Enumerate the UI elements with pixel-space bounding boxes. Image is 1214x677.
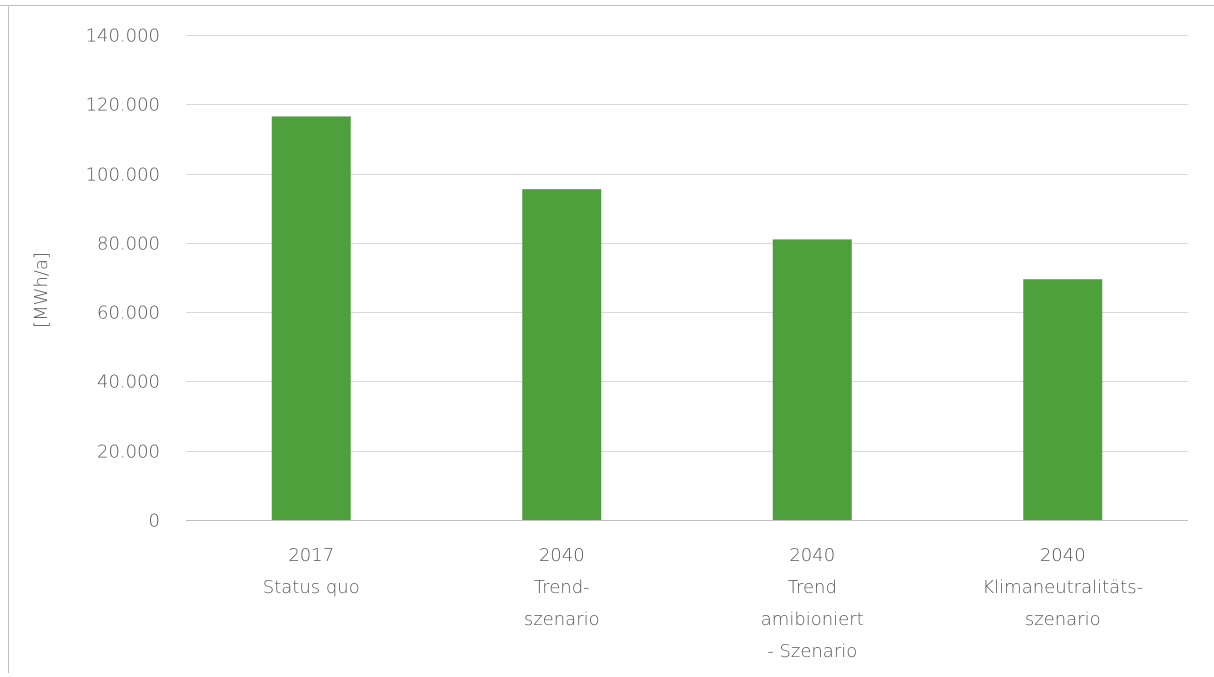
category-labels: 2017 Status quo 2040 Trend-szenario 2040 Tren…: [263, 545, 1143, 662]
bars: [271, 116, 1103, 521]
y-tick-label: 100.000: [86, 165, 160, 186]
category-label: 2040 Trend amibioniert - Szenario: [761, 545, 864, 662]
bar: [271, 116, 351, 521]
y-tick-labels: 0 20.000 40.000 60.000 80.000 100.000 120.000 1…: [86, 26, 160, 532]
y-tick-label: 40.000: [97, 372, 160, 393]
y-tick-label: 140.000: [86, 26, 160, 47]
bar: [522, 189, 602, 521]
bar: [772, 239, 852, 520]
category-label: 2017 Status quo: [263, 545, 360, 598]
y-tick-label: 120.000: [86, 95, 160, 116]
category-label: 2040 Trend-szenario: [524, 545, 600, 630]
y-tick-label: 60.000: [97, 303, 160, 324]
y-tick-label: 0: [149, 511, 160, 532]
y-tick-label: 20.000: [97, 442, 160, 463]
y-tick-label: 80.000: [97, 234, 160, 255]
bar: [1023, 279, 1103, 520]
gridlines: [186, 35, 1188, 521]
category-label: 2040 Klimaneutralitäts-szenario: [982, 545, 1143, 630]
y-axis-label: [MWh/a]: [31, 252, 52, 328]
